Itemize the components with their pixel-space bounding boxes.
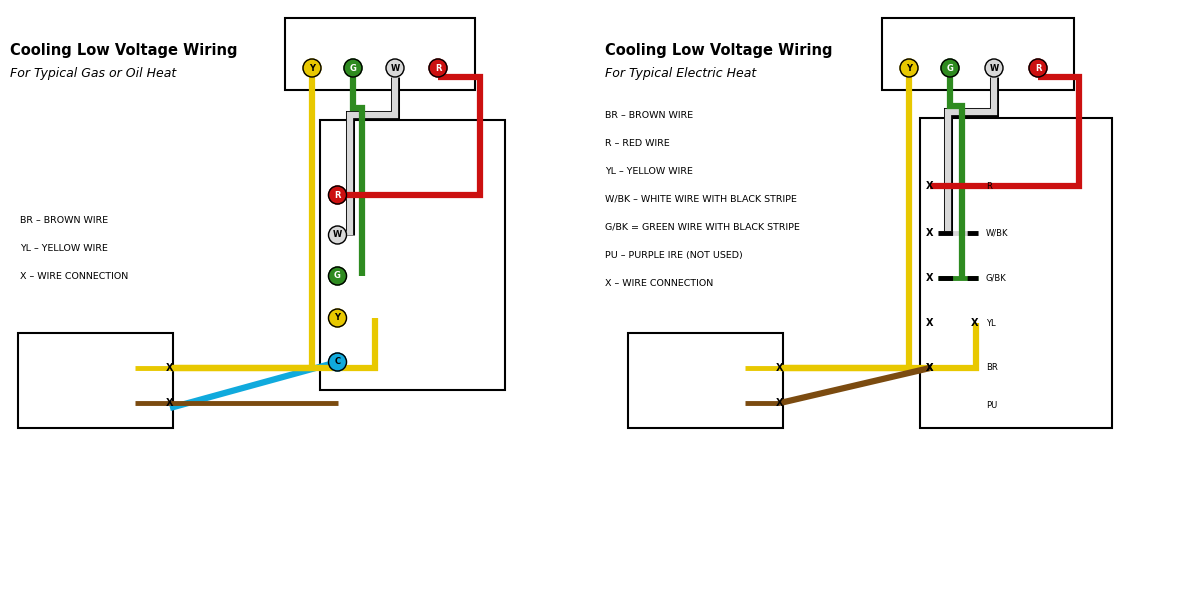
Text: R: R <box>1034 64 1042 73</box>
FancyBboxPatch shape <box>18 333 173 428</box>
Text: X: X <box>926 318 934 328</box>
Text: G/BK: G/BK <box>986 274 1007 283</box>
Circle shape <box>386 59 404 77</box>
Text: BR: BR <box>734 398 745 407</box>
FancyBboxPatch shape <box>920 118 1112 428</box>
Circle shape <box>344 59 362 77</box>
Text: W/BK: W/BK <box>986 229 1008 238</box>
Text: PU: PU <box>986 401 997 410</box>
Text: PU – PURPLE IRE (NOT USED): PU – PURPLE IRE (NOT USED) <box>605 251 743 260</box>
Text: R – RED WIRE: R – RED WIRE <box>605 139 670 148</box>
Text: BR – BROWN WIRE: BR – BROWN WIRE <box>605 111 694 120</box>
Text: Y: Y <box>906 64 912 73</box>
Text: BR: BR <box>986 364 997 373</box>
Text: X: X <box>926 363 934 373</box>
Text: X: X <box>971 318 979 328</box>
Text: C: C <box>335 358 341 367</box>
Text: TYPICAL CONDENSING: TYPICAL CONDENSING <box>668 343 743 349</box>
Circle shape <box>329 267 347 285</box>
FancyBboxPatch shape <box>628 333 782 428</box>
Text: For Typical Electric Heat: For Typical Electric Heat <box>605 67 756 80</box>
Circle shape <box>900 59 918 77</box>
Text: YL: YL <box>126 364 134 373</box>
Text: OIL FURNACE: OIL FURNACE <box>990 154 1042 163</box>
Text: G: G <box>334 271 341 280</box>
Text: X: X <box>926 273 934 283</box>
Text: Cooling Low Voltage Wiring: Cooling Low Voltage Wiring <box>10 43 238 58</box>
Circle shape <box>329 309 347 327</box>
Text: BR – BROWN WIRE: BR – BROWN WIRE <box>20 216 108 225</box>
Text: X: X <box>926 363 934 373</box>
Text: YL – YELLOW WIRE: YL – YELLOW WIRE <box>20 244 108 253</box>
Text: SUBBASE: SUBBASE <box>362 52 397 61</box>
Text: Y: Y <box>335 313 341 323</box>
Text: X: X <box>926 228 934 238</box>
Circle shape <box>1030 59 1046 77</box>
Text: W: W <box>390 64 400 73</box>
Text: Cooling Low Voltage Wiring: Cooling Low Voltage Wiring <box>605 43 833 58</box>
Circle shape <box>302 59 322 77</box>
Text: W/BK – WHITE WIRE WITH BLACK STRIPE: W/BK – WHITE WIRE WITH BLACK STRIPE <box>605 195 797 204</box>
Text: X: X <box>926 181 934 191</box>
Text: TYPICAL THERMOSTAT: TYPICAL THERMOSTAT <box>936 30 1020 39</box>
Text: X: X <box>776 398 784 408</box>
Text: TYPICAL THERMOSTAT: TYPICAL THERMOSTAT <box>338 30 422 39</box>
FancyBboxPatch shape <box>286 18 475 90</box>
Text: G: G <box>947 64 954 73</box>
Text: TYPICAL CONDENSING: TYPICAL CONDENSING <box>59 343 132 349</box>
Text: YL: YL <box>986 319 996 328</box>
Text: R: R <box>434 64 442 73</box>
Text: TYPICAL GAS OR: TYPICAL GAS OR <box>382 133 444 142</box>
Circle shape <box>329 353 347 371</box>
Text: X – WIRE CONNECTION: X – WIRE CONNECTION <box>20 272 128 281</box>
Text: UNIT: UNIT <box>88 363 103 369</box>
Text: TYPICAL GAS OR: TYPICAL GAS OR <box>985 131 1048 140</box>
Text: R: R <box>986 182 992 191</box>
Text: For Typical Gas or Oil Heat: For Typical Gas or Oil Heat <box>10 67 176 80</box>
Text: YL: YL <box>736 364 745 373</box>
Circle shape <box>329 226 347 244</box>
Text: BR: BR <box>125 398 134 407</box>
Circle shape <box>941 59 959 77</box>
Text: W: W <box>332 230 342 239</box>
Text: X: X <box>167 363 174 373</box>
FancyBboxPatch shape <box>320 120 505 390</box>
Text: G/BK = GREEN WIRE WITH BLACK STRIPE: G/BK = GREEN WIRE WITH BLACK STRIPE <box>605 223 800 232</box>
Text: X: X <box>776 363 784 373</box>
Circle shape <box>430 59 446 77</box>
Text: X – WIRE CONNECTION: X – WIRE CONNECTION <box>605 279 713 288</box>
Text: Y: Y <box>310 64 314 73</box>
FancyBboxPatch shape <box>882 18 1074 90</box>
Text: SUBBASE: SUBBASE <box>960 52 996 61</box>
Text: R: R <box>335 191 341 199</box>
Text: X: X <box>167 398 174 408</box>
Text: UNIT: UNIT <box>697 363 713 369</box>
Text: W: W <box>989 64 998 73</box>
Circle shape <box>985 59 1003 77</box>
Text: YL – YELLOW WIRE: YL – YELLOW WIRE <box>605 167 692 176</box>
Circle shape <box>329 186 347 204</box>
Text: OIL FURNACE: OIL FURNACE <box>388 156 438 165</box>
Text: G: G <box>349 64 356 73</box>
